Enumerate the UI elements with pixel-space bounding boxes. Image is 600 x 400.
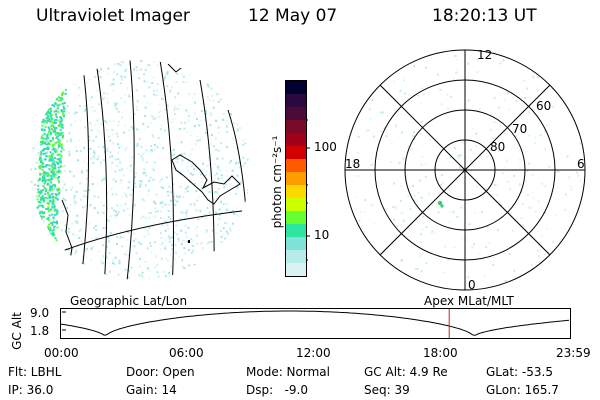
coastline xyxy=(61,199,73,261)
gc-alt-field: GC Alt: 4.9 Re xyxy=(364,365,448,379)
timeline-ylabel: GC Alt xyxy=(10,312,24,350)
mlt-label-18: 18 xyxy=(345,157,361,171)
door-field: Door: Open xyxy=(126,365,195,379)
mlat-label-80: 80 xyxy=(490,140,506,154)
colorbar-segment xyxy=(286,250,306,264)
ip-field: IP: 36.0 xyxy=(8,383,54,397)
colorbar xyxy=(285,80,310,277)
glat-field: GLat: -53.5 xyxy=(486,365,553,379)
timeline-xtick-2359: 23:59 xyxy=(556,346,591,360)
colorbar-segment xyxy=(286,237,306,251)
geographic-image xyxy=(30,60,250,280)
glon-field: GLon: 165.7 xyxy=(486,383,559,397)
seq-field: Seq: 39 xyxy=(364,383,410,397)
timeline-xtick-1200: 12:00 xyxy=(296,346,331,360)
date-label: 12 May 07 xyxy=(248,6,338,26)
colorbar-segment xyxy=(286,146,306,160)
colorbar-segment xyxy=(286,81,306,95)
timeline-xtick-0600: 06:00 xyxy=(169,346,204,360)
coastline xyxy=(171,154,241,205)
colorbar-segment xyxy=(286,120,306,134)
meridian-line xyxy=(79,60,90,280)
flt-field: Flt: LBHL xyxy=(8,365,62,379)
mlt-label-12: 12 xyxy=(477,48,493,62)
polar-diagonal xyxy=(379,84,551,256)
timeline-plot xyxy=(60,308,571,339)
altitude-curve xyxy=(60,310,570,336)
polar-emission-spot xyxy=(437,200,443,206)
polar-plot xyxy=(344,49,586,291)
timeline-xtick-1800: 18:00 xyxy=(423,346,458,360)
colorbar-tick-10: 10 xyxy=(314,228,330,242)
colorbar-segment xyxy=(286,263,306,277)
colorbar-segment xyxy=(286,211,306,225)
mlt-label-6: 6 xyxy=(577,157,585,171)
meridian-line xyxy=(95,61,108,280)
coastline xyxy=(188,240,190,243)
mlat-label-60: 60 xyxy=(536,99,552,113)
colorbar-unit-label: photon cm⁻²s⁻¹ xyxy=(270,135,284,229)
colorbar-segment xyxy=(286,94,306,108)
coastline xyxy=(167,60,187,73)
meridian-line xyxy=(159,60,174,280)
colorbar-segment xyxy=(286,159,306,173)
colorbar-segment xyxy=(286,133,306,147)
dsp-field: Dsp: -9.0 xyxy=(246,383,309,397)
colorbar-frame xyxy=(285,80,307,277)
colorbar-tick-100: 100 xyxy=(314,140,337,154)
colorbar-segment xyxy=(286,198,306,212)
timeline-frame xyxy=(60,308,571,339)
mlat-label-70: 70 xyxy=(512,122,528,136)
timeline-ytick-9: 9.0 xyxy=(30,306,50,320)
gain-field: Gain: 14 xyxy=(126,383,177,397)
colorbar-segment xyxy=(286,107,306,121)
colorbar-segment xyxy=(286,185,306,199)
timeline-ytick-1.8: 1.8 xyxy=(30,324,50,338)
colorbar-segment xyxy=(286,224,306,238)
mode-field: Mode: Normal xyxy=(246,365,330,379)
colorbar-scale xyxy=(286,81,306,277)
time-label: 18:20:13 UT xyxy=(432,6,537,26)
instrument-title: Ultraviolet Imager xyxy=(36,6,190,26)
colorbar-segment xyxy=(286,172,306,186)
timeline-left-title: Geographic Lat/Lon xyxy=(70,294,188,308)
timeline-xtick-0000: 00:00 xyxy=(44,346,79,360)
uv-speckle-field xyxy=(30,60,250,280)
mlt-label-0: 0 xyxy=(468,278,476,292)
timeline-right-title: Apex MLat/MLT xyxy=(424,294,514,308)
meridian-line xyxy=(125,60,135,280)
